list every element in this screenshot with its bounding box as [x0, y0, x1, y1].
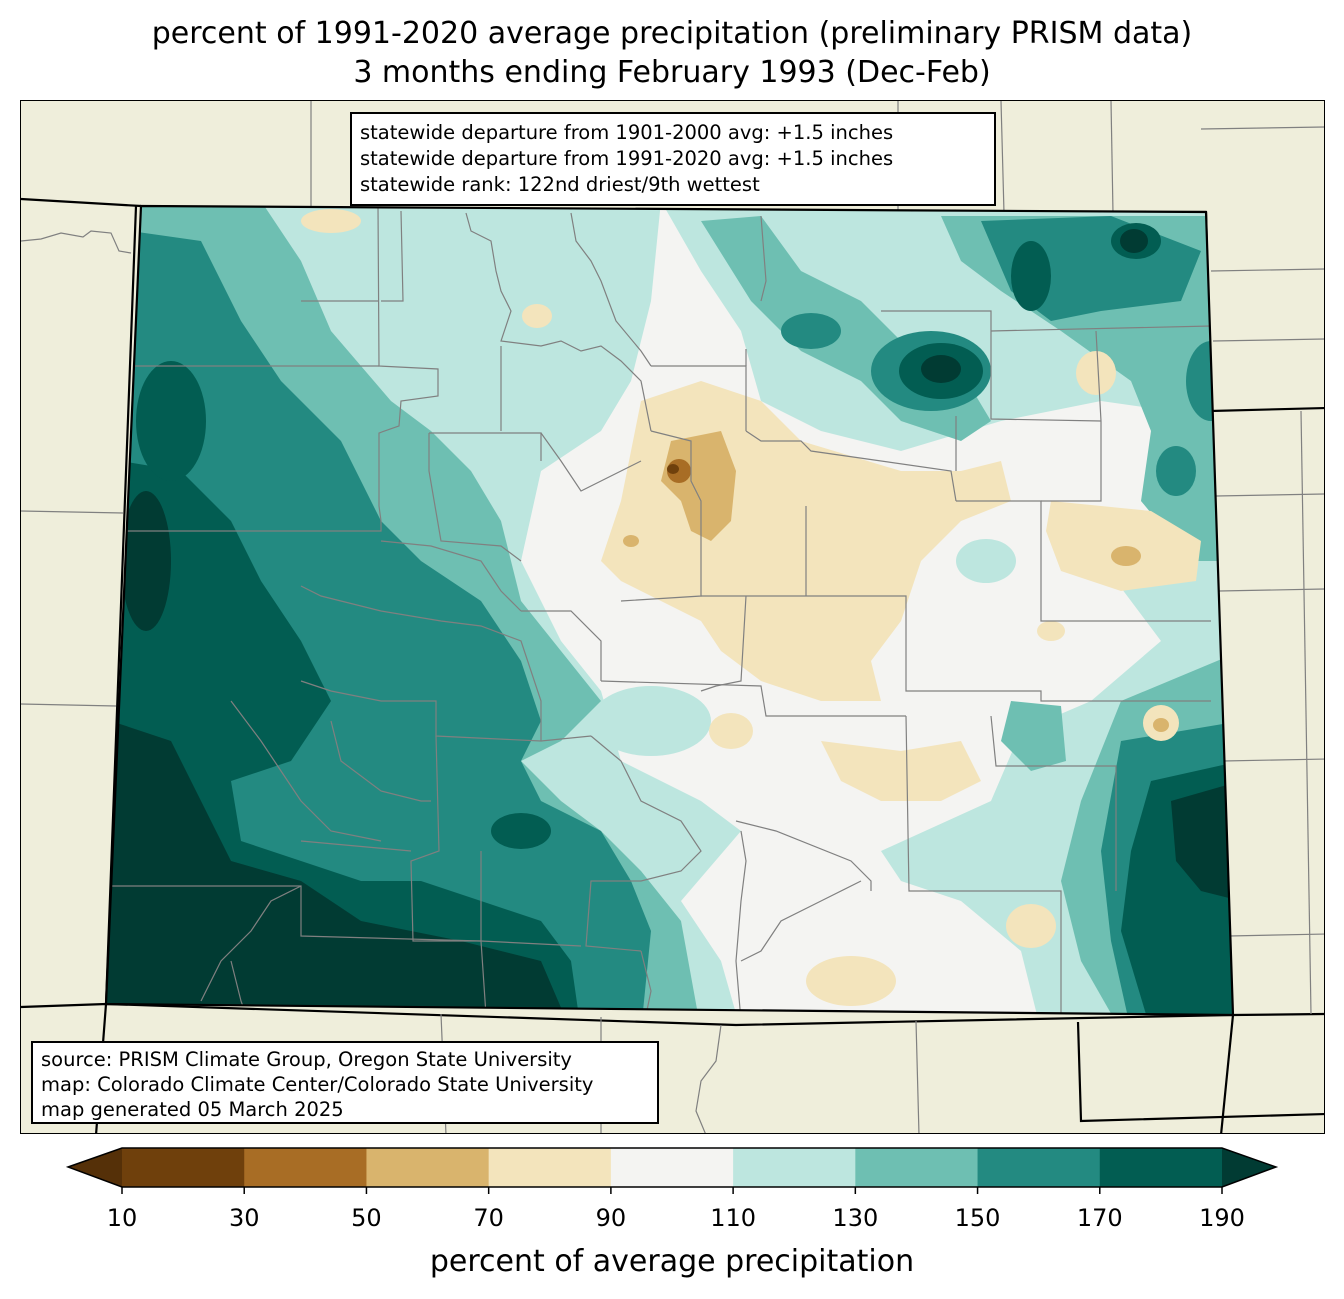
- statewide-stats-box: statewide departure from 1901-2000 avg: …: [350, 112, 996, 206]
- colorbar-bin-10-30: [122, 1148, 245, 1187]
- map-title-line1: percent of 1991-2020 average precipitati…: [151, 16, 1193, 51]
- colorbar-tick-170: 170: [1076, 1204, 1123, 1232]
- colorbar-label: percent of average precipitation: [429, 1244, 915, 1279]
- precipitation-map: [21, 101, 1324, 1133]
- colorbar-tick-50: 50: [351, 1204, 382, 1232]
- source-credit: source: PRISM Climate Group, Oregon Stat…: [41, 1048, 572, 1071]
- colorbar-bin-150-170: [977, 1148, 1101, 1187]
- colorbar-bin-170-190: [1099, 1148, 1223, 1187]
- colorbar-bin-70-90: [488, 1148, 612, 1187]
- colorado-county-lines: [106, 206, 1212, 1015]
- map-credit: map: Colorado Climate Center/Colorado St…: [41, 1073, 594, 1096]
- colorbar-bin-50-70: [366, 1148, 490, 1187]
- map-panel: [20, 100, 1325, 1134]
- statewide-rank: statewide rank: 122nd driest/9th wettest: [360, 173, 760, 196]
- colorbar-tick-70: 70: [473, 1204, 504, 1232]
- colorbar-tick-90: 90: [595, 1204, 627, 1232]
- colorbar-bin-30-50: [244, 1148, 367, 1187]
- colorbar-tick-110: 110: [710, 1204, 757, 1232]
- credits-box: source: PRISM Climate Group, Oregon Stat…: [31, 1041, 659, 1124]
- colorbar-bin-110-130: [733, 1148, 856, 1187]
- generated-date: map generated 05 March 2025: [41, 1098, 344, 1121]
- map-title-line2: 3 months ending February 1993 (Dec-Feb): [353, 55, 991, 90]
- colorbar: [66, 1147, 1279, 1194]
- colorbar-tick-30: 30: [228, 1204, 260, 1232]
- colorbar-tick-130: 130: [832, 1204, 879, 1232]
- colorbar-bin-130-150: [855, 1148, 979, 1187]
- departure-1991-2020: statewide departure from 1991-2020 avg: …: [360, 147, 894, 170]
- colorbar-tick-150: 150: [954, 1204, 1001, 1232]
- precipitation-field: [106, 206, 1233, 1015]
- colorado-state-outline: [104, 204, 1235, 1017]
- colorbar-bin-90-110: [610, 1148, 734, 1187]
- colorbar-under-arrow: [68, 1148, 122, 1187]
- colorbar-tick-10: 10: [106, 1204, 138, 1232]
- colorbar-over-arrow: [1222, 1148, 1276, 1187]
- departure-1901-2000: statewide departure from 1901-2000 avg: …: [360, 121, 894, 144]
- colorbar-tick-190: 190: [1199, 1204, 1245, 1232]
